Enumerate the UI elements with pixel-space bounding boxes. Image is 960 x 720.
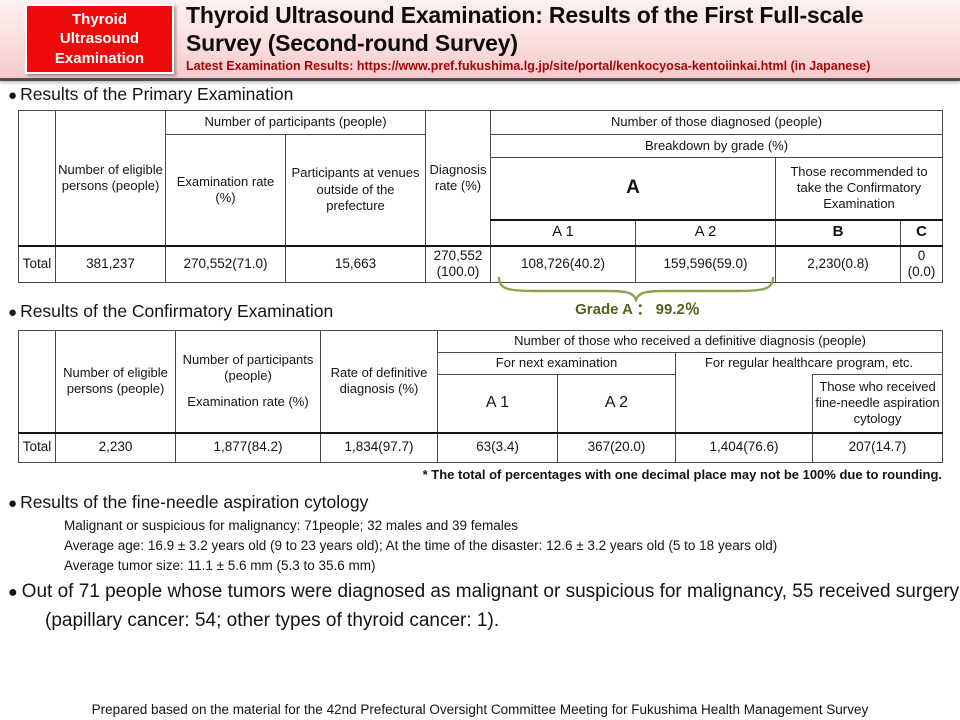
bullet-icon: ● [8,87,18,104]
grade-a-percentage-note: Grade A ： 99.2％ [575,301,700,318]
badge-line: Examination [54,49,145,67]
t1-cell-participants: 270,552(71.0) [165,244,286,284]
t1-header-c: C [899,218,944,246]
surgery-note-text: Out of 71 people whose tumors were diagn… [21,581,960,631]
t1-group-participants: Number of participants (people) [165,110,426,135]
t2-row-label: Total [18,431,56,463]
primary-heading-label: Results of the Primary Examination [20,84,294,104]
cytology-heading-label: Results of the fine-needle aspiration cy… [20,492,369,512]
t2-corner-cell [18,330,56,433]
t1-cell-diagnosis-rate: 270,552 (100.0) [425,244,491,284]
t2-cell-regular: 1,404(76.6) [675,431,813,463]
rounding-footnote: * The total of percentages with one deci… [422,467,942,482]
t2-header-eligible: Number of eligible persons (people) [55,330,176,433]
header-banner: Thyroid Ultrasound Examination Thyroid U… [0,0,960,81]
t2-header-definitive-rate: Rate of definitive diagnosis (%) [320,330,438,433]
t1-header-outside: Participants at venues outside of the pr… [285,134,426,246]
t1-header-eligible: Number of eligible persons (people) [55,110,166,246]
t2-group-next: For next examination [437,352,676,375]
bullet-icon: ● [8,495,18,512]
t1-header-diagnosis-rate: Diagnosis rate (%) [425,110,491,246]
badge-line: Thyroid [72,10,127,28]
t1-header-b: B [775,218,901,246]
t2-header-participants-line1: Number of participants (people) [182,351,314,384]
t2-cell-a1: 63(3.4) [437,431,558,463]
cytology-age-line: Average age: 16.9 ± 3.2 years old (9 to … [64,538,778,553]
bullet-icon: ● [8,584,18,601]
t2-cell-fna: 207(14.7) [811,431,944,463]
t2-header-regular-sub [675,374,813,433]
t2-cell-a2: 367(20.0) [557,431,676,463]
cytology-malignancy-line: Malignant or suspicious for malignancy: … [64,518,519,533]
t2-header-a2: A 2 [557,374,676,433]
t2-header-a1: A 1 [437,374,558,433]
t1-group-breakdown: Breakdown by grade (%) [489,134,944,158]
page-title: Thyroid Ultrasound Examination: Results … [186,2,864,56]
cytology-tumor-size-line: Average tumor size: 11.1 ± 5.6 mm (5.3 t… [64,558,376,573]
t1-cell-c: 0 (0.0) [899,244,944,284]
t2-header-exam-rate: Examination rate (%) [187,394,309,410]
t2-cell-definitive-rate: 1,834(97.7) [320,431,438,463]
t1-cell-a2: 159,596(59.0) [635,244,776,284]
latest-results-link-text: Latest Examination Results: https://www.… [186,59,871,73]
t1-corner-cell [18,110,56,246]
t1-cell-eligible: 381,237 [55,244,166,284]
t1-row-label: Total [18,244,56,284]
t2-group-regular: For regular healthcare program, etc. [674,352,944,375]
t1-header-exam-rate: Examination rate (%) [165,134,286,246]
thyroid-exam-badge: Thyroid Ultrasound Examination [25,4,174,74]
t1-cell-a1: 108,726(40.2) [490,244,636,284]
badge-line: Ultrasound [59,30,140,48]
spacer [178,384,318,394]
t1-header-a1: A 1 [490,218,636,246]
t2-header-fna: Those who received fine-needle aspiratio… [811,374,944,433]
t1-group-diagnosed: Number of those diagnosed (people) [489,110,944,135]
confirmatory-section-heading: ● Results of the Confirmatory Examination [8,301,333,322]
t2-header-participants: Number of participants (people) Examinat… [175,330,321,433]
t1-cell-b: 2,230(0.8) [775,244,901,284]
confirmatory-heading-label: Results of the Confirmatory Examination [20,301,334,321]
grade-a-brace-icon [497,276,775,302]
t1-group-recommended: Those recommended to take the Confirmato… [774,157,944,220]
primary-section-heading: ● Results of the Primary Examination [8,84,293,105]
cytology-section-heading: ● Results of the fine-needle aspiration c… [8,492,368,513]
bullet-icon: ● [8,304,18,321]
confirmatory-results-table: Number of eligible persons (people) Numb… [18,330,944,463]
primary-results-table: Number of eligible persons (people) Numb… [18,110,944,284]
t1-cell-outside: 15,663 [285,244,426,284]
t2-group-definitive: Number of those who received a definitiv… [436,330,944,353]
t1-header-a2: A 2 [635,218,776,246]
t2-cell-eligible: 2,230 [55,431,176,463]
t2-cell-participants: 1,877(84.2) [175,431,321,463]
surgery-note: ● Out of 71 people whose tumors were diag… [8,578,960,635]
source-attribution: Prepared based on the material for the 4… [91,702,869,717]
t1-group-a: A [490,157,776,220]
